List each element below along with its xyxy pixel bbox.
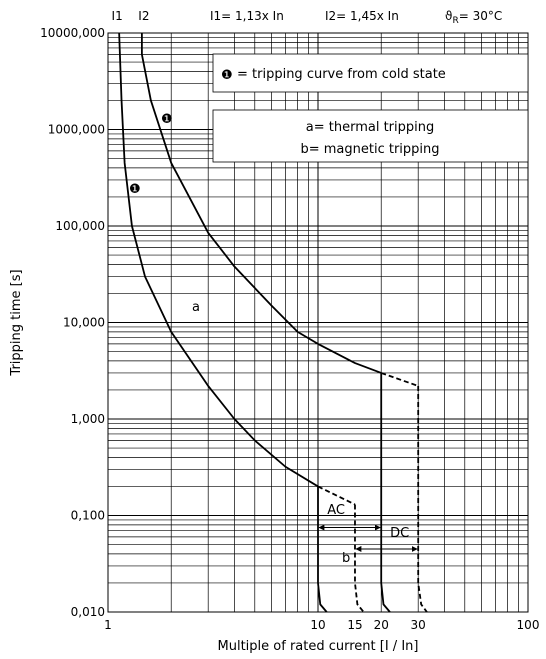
y-tick-label: 1,000 xyxy=(71,412,105,426)
dc-range-label: DC xyxy=(390,526,409,541)
y-tick-label: 1000,000 xyxy=(48,123,105,137)
ac-range-label: AC xyxy=(327,503,345,518)
temp-symbol: ϑ xyxy=(445,9,452,23)
y-tick-label: 100,000 xyxy=(55,219,105,233)
thermal-region-label: a xyxy=(192,300,200,315)
header-i2-definition: I2= 1,45x In xyxy=(325,9,399,23)
plot-frame xyxy=(107,32,529,613)
header-i1-label: I1 xyxy=(112,9,123,23)
y-tick-label: 10,000 xyxy=(63,316,105,330)
series-8-line xyxy=(417,385,428,613)
magnetic-region-label: b xyxy=(342,551,350,566)
y-tick-labels: 10000,000 1000,000 100,000 10,000 1,000 0,100… xyxy=(40,26,105,619)
series-3-line xyxy=(140,33,382,374)
legend-thermal-text: a= thermal tripping xyxy=(306,120,434,135)
x-axis-label: Multiple of rated current [I / In] xyxy=(218,639,419,654)
cold-curve-marker-icon: ❶ xyxy=(161,112,173,127)
header-reference-temperature: ϑR= 30°C xyxy=(445,9,502,26)
header-i1-definition: I1= 1,13x In xyxy=(210,9,284,23)
annotations: ❶ ❶ a b AC DC xyxy=(129,112,418,566)
legend-cold-state: ❶ = tripping curve from cold state xyxy=(212,53,529,93)
y-tick-label: 0,100 xyxy=(71,509,105,523)
x-tick-labels: 1 10 15 20 30 100 xyxy=(104,618,539,632)
series-7-line xyxy=(380,372,391,613)
legend-cold-state-box xyxy=(212,53,529,93)
legend-cold-state-text: = tripping curve from cold state xyxy=(237,67,446,82)
series-6-line xyxy=(354,504,365,613)
y-tick-label: 10000,000 xyxy=(40,26,105,40)
series-1-line xyxy=(118,32,319,488)
temp-value: = 30°C xyxy=(459,9,503,23)
y-tick-label: 0,010 xyxy=(71,605,105,619)
x-tick-label: 1 xyxy=(104,618,112,632)
cold-curve-marker-icon-2: ❶ xyxy=(129,182,141,197)
curves xyxy=(118,32,428,613)
x-tick-label: 30 xyxy=(411,618,426,632)
series-5-line xyxy=(317,486,328,613)
legend-magnetic-text: b= magnetic tripping xyxy=(300,142,439,157)
series-4-line xyxy=(380,372,419,387)
header: I1 I2 I1= 1,13x In I2= 1,45x In ϑR= 30°C xyxy=(112,9,503,26)
header-i2-label: I2 xyxy=(138,9,149,23)
y-axis-label: Tripping time [s] xyxy=(9,269,24,376)
legend-tripping-types-box xyxy=(212,109,529,163)
x-tick-label: 15 xyxy=(347,618,362,632)
temp-subscript: R xyxy=(452,16,458,26)
x-tick-label: 20 xyxy=(374,618,389,632)
x-tick-label: 10 xyxy=(310,618,325,632)
x-tick-label: 100 xyxy=(517,618,540,632)
cold-state-marker-icon: ❶ xyxy=(221,68,233,83)
legend-tripping-types: a= thermal tripping b= magnetic tripping xyxy=(212,109,529,163)
series-2-line xyxy=(317,485,356,506)
